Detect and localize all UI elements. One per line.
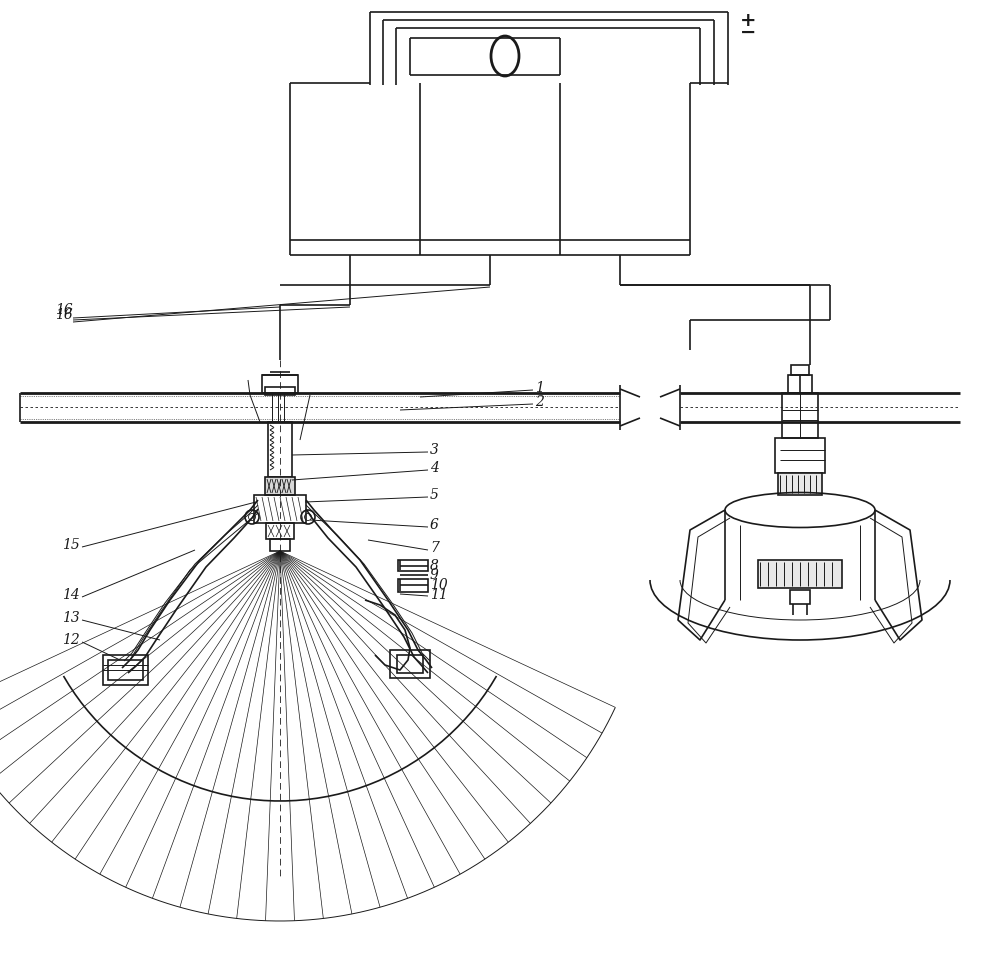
Text: 16: 16: [55, 308, 73, 322]
Bar: [791, 365, 809, 375]
Text: 16: 16: [55, 303, 73, 317]
Text: 11: 11: [430, 588, 448, 602]
Bar: [398, 560, 428, 571]
Text: 5: 5: [430, 488, 439, 502]
Text: 1: 1: [535, 381, 544, 395]
Bar: [775, 438, 825, 473]
Text: 2: 2: [535, 395, 544, 409]
Bar: [788, 375, 812, 393]
Text: 15: 15: [62, 538, 80, 552]
Text: 10: 10: [430, 578, 448, 592]
Bar: [398, 579, 428, 592]
Text: +: +: [740, 12, 757, 30]
Text: −: −: [740, 24, 756, 42]
Bar: [790, 590, 810, 604]
Bar: [782, 393, 818, 438]
Text: 14: 14: [62, 588, 80, 602]
Bar: [268, 422, 292, 477]
Bar: [778, 473, 822, 495]
Text: 7: 7: [430, 541, 439, 555]
Text: 6: 6: [430, 518, 439, 532]
Text: 8: 8: [430, 559, 439, 573]
Bar: [390, 650, 430, 678]
Bar: [254, 495, 306, 523]
Text: 9: 9: [430, 568, 439, 582]
Text: 13: 13: [62, 611, 80, 625]
Bar: [108, 660, 143, 680]
Bar: [103, 655, 148, 685]
Bar: [265, 387, 295, 395]
Bar: [266, 523, 294, 539]
Text: 3: 3: [430, 443, 439, 457]
Text: 12: 12: [62, 633, 80, 647]
Bar: [262, 375, 298, 393]
Bar: [758, 560, 842, 588]
Bar: [265, 477, 295, 495]
Bar: [397, 655, 423, 673]
Text: 4: 4: [430, 461, 439, 475]
Bar: [270, 539, 290, 551]
